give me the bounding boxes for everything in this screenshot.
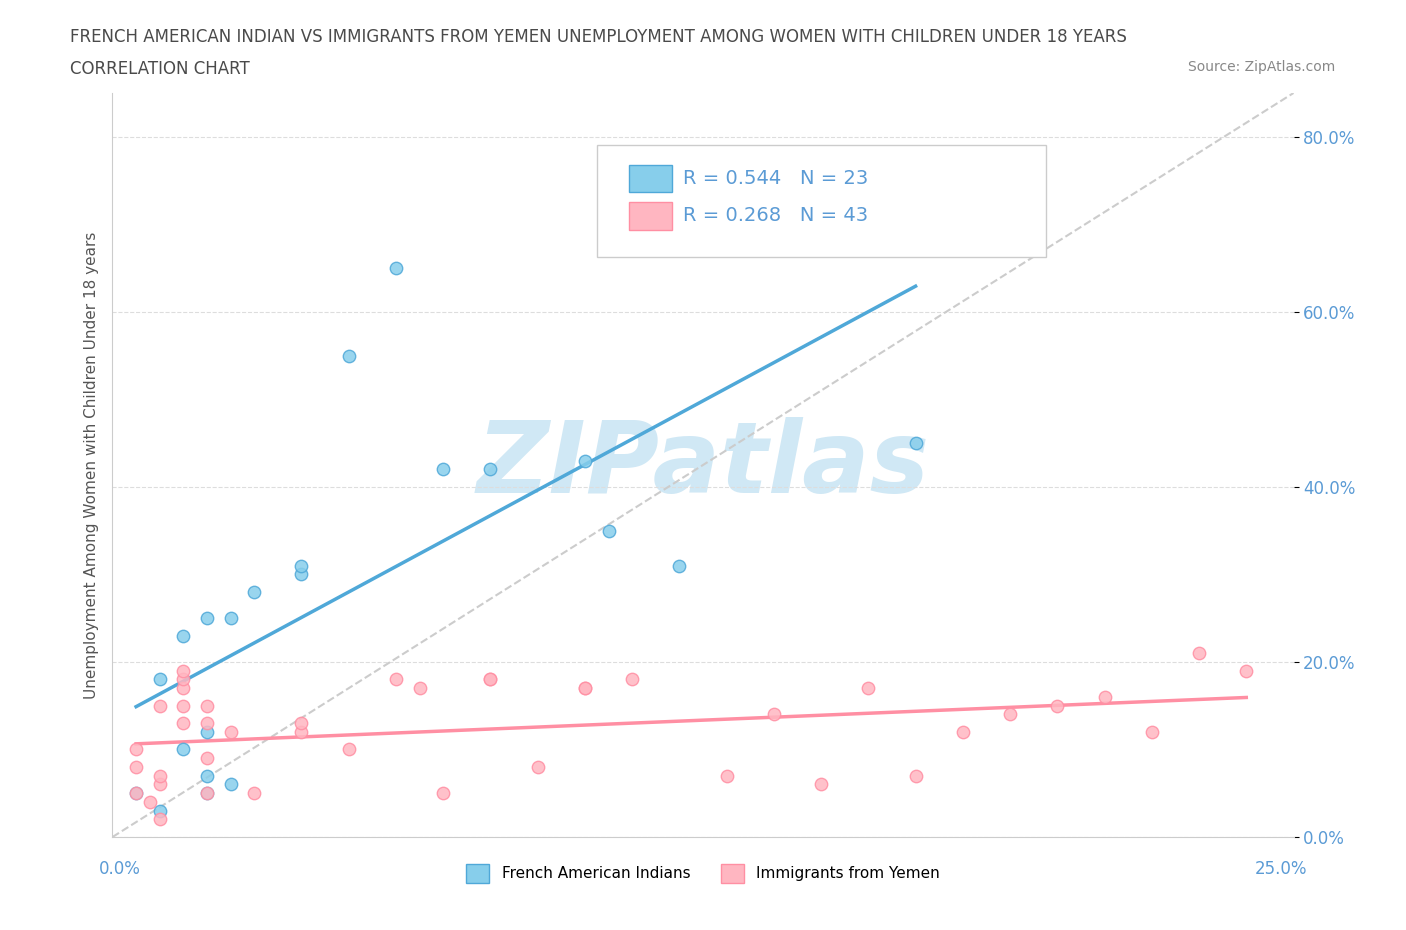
Point [195, 716, 218, 731]
Point [125, 742, 148, 757]
Point [1046, 698, 1069, 713]
Point [290, 716, 312, 731]
Point [337, 742, 360, 757]
Point [243, 584, 266, 599]
Point [195, 786, 218, 801]
Point [668, 558, 690, 573]
Point [172, 742, 194, 757]
FancyBboxPatch shape [628, 165, 672, 193]
Point [139, 794, 162, 809]
Text: FRENCH AMERICAN INDIAN VS IMMIGRANTS FROM YEMEN UNEMPLOYMENT AMONG WOMEN WITH CH: FRENCH AMERICAN INDIAN VS IMMIGRANTS FRO… [70, 28, 1128, 46]
Point [290, 724, 312, 739]
Point [716, 768, 738, 783]
Point [172, 681, 194, 696]
Point [1234, 663, 1257, 678]
FancyBboxPatch shape [628, 202, 672, 230]
Point [172, 672, 194, 687]
Point [1094, 689, 1116, 704]
Point [125, 786, 148, 801]
Point [479, 672, 502, 687]
Point [432, 462, 454, 477]
Point [149, 698, 172, 713]
Point [149, 812, 172, 827]
Point [172, 629, 194, 644]
Point [408, 681, 430, 696]
Point [621, 672, 644, 687]
Legend: French American Indians, Immigrants from Yemen: French American Indians, Immigrants from… [460, 858, 946, 889]
Text: R = 0.268   N = 43: R = 0.268 N = 43 [683, 206, 868, 225]
Text: ZIPatlas: ZIPatlas [477, 417, 929, 513]
Point [195, 786, 218, 801]
Point [219, 724, 242, 739]
Point [149, 777, 172, 792]
Point [125, 786, 148, 801]
Point [574, 681, 596, 696]
Text: 25.0%: 25.0% [1256, 860, 1308, 878]
Point [195, 724, 218, 739]
Point [195, 698, 218, 713]
Point [149, 672, 172, 687]
Point [195, 611, 218, 626]
Point [385, 672, 408, 687]
Point [526, 760, 548, 775]
Point [904, 435, 927, 450]
Point [172, 716, 194, 731]
Point [219, 777, 242, 792]
Point [195, 751, 218, 765]
Point [243, 786, 266, 801]
Point [149, 804, 172, 818]
Point [1140, 724, 1163, 739]
FancyBboxPatch shape [596, 145, 1046, 257]
Point [290, 567, 312, 582]
Point [149, 768, 172, 783]
Point [385, 260, 408, 275]
Text: CORRELATION CHART: CORRELATION CHART [70, 60, 250, 78]
Point [574, 453, 596, 468]
Point [479, 462, 502, 477]
Point [172, 698, 194, 713]
Point [904, 768, 927, 783]
Point [479, 672, 502, 687]
Point [125, 760, 148, 775]
Point [290, 558, 312, 573]
Y-axis label: Unemployment Among Women with Children Under 18 years: Unemployment Among Women with Children U… [83, 232, 98, 698]
Point [195, 768, 218, 783]
Point [172, 663, 194, 678]
Point [998, 707, 1021, 722]
Text: Source: ZipAtlas.com: Source: ZipAtlas.com [1188, 60, 1336, 74]
Point [740, 234, 762, 249]
Point [762, 707, 785, 722]
Text: 0.0%: 0.0% [98, 860, 141, 878]
Point [858, 681, 880, 696]
Point [598, 524, 620, 538]
Point [574, 681, 596, 696]
Point [1188, 645, 1211, 660]
Point [337, 348, 360, 363]
Point [219, 611, 242, 626]
Point [952, 724, 974, 739]
Point [810, 777, 832, 792]
Point [432, 786, 454, 801]
Text: R = 0.544   N = 23: R = 0.544 N = 23 [683, 169, 868, 188]
